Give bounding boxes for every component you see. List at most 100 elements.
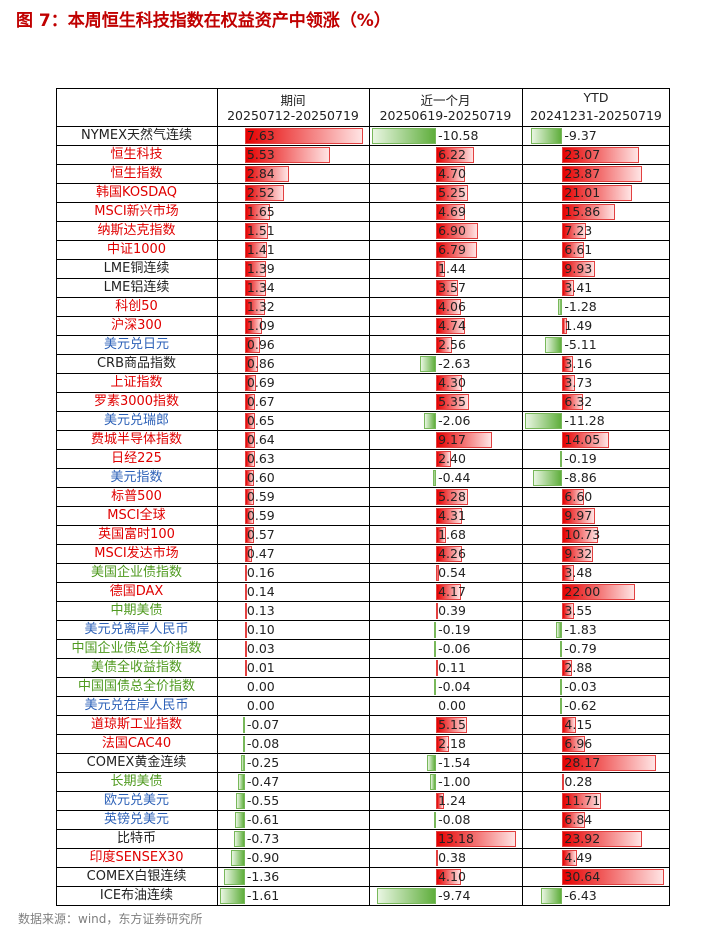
value-bar [244,204,271,220]
cell-value: 0.59 [246,489,275,504]
row-name: 英镑兑美元 [103,812,169,827]
cell-value: 2.18 [438,736,466,751]
cell-value: 1.65 [246,204,275,219]
value-bar [562,736,586,752]
value-bar [436,299,461,315]
row-divider [56,658,670,659]
row-divider [56,373,670,374]
row-divider [56,240,670,241]
value-bar [244,660,247,676]
row-divider [56,810,670,811]
value-bar [436,489,469,505]
row-divider [56,316,670,317]
value-bar [244,527,254,543]
cell-value: 6.32 [564,394,593,409]
row-divider [56,829,670,830]
row-name: MSCI发达市场 [94,546,179,561]
row-divider [56,886,670,887]
value-bar [541,888,563,904]
row-name: 德国DAX [109,584,164,599]
row-divider [56,753,670,754]
value-bar [562,147,639,163]
cell-value: 3.16 [564,356,593,371]
cell-value: -0.08 [246,736,280,751]
value-bar [244,128,363,144]
cell-value: 7.23 [564,223,593,238]
cell-value: 0.38 [438,850,466,865]
cell-value: 0.47 [246,546,275,561]
row-divider [56,297,670,298]
cell-value: 3.73 [564,375,593,390]
value-bar [562,508,596,524]
cell-value: 21.01 [564,185,601,200]
row-name: 费城半导体指数 [90,432,182,447]
value-bar [244,242,267,258]
value-bar [562,774,565,790]
cell-value: 14.05 [564,432,601,447]
row-divider [56,715,670,716]
cell-value: 1.24 [438,793,466,808]
value-bar [436,318,465,334]
cell-value: 1.51 [246,223,275,238]
cell-value: 22.00 [564,584,601,599]
cell-value: 4.06 [438,299,466,314]
cell-value: 23.87 [564,166,601,181]
value-bar [244,584,248,600]
cell-value: 3.55 [564,603,593,618]
value-bar [436,527,447,543]
cell-value: 4.49 [564,850,593,865]
cell-value: 0.13 [246,603,275,618]
row-divider [56,449,670,450]
value-bar [559,641,563,657]
value-bar [436,337,452,353]
row-divider [56,145,670,146]
row-divider [56,126,670,127]
cell-value: -0.06 [438,641,471,656]
value-bar [237,774,245,790]
value-bar [423,413,437,429]
cell-value: 28.17 [564,755,601,770]
cell-value: 6.61 [564,242,593,257]
value-bar [434,812,437,828]
value-bar [436,166,465,182]
value-bar [436,204,465,220]
cell-value: -1.00 [438,774,471,789]
value-bar [562,280,574,296]
row-name: 韩国KOSDAQ [96,185,177,200]
cell-value: 4.26 [438,546,466,561]
value-bar [562,603,575,619]
row-divider [56,620,670,621]
row-divider [56,335,670,336]
row-name: 科创50 [115,299,158,314]
row-name: 美元兑离岸人民币 [84,622,189,637]
value-bar [531,128,563,144]
cell-value: -10.58 [438,128,479,143]
cell-value: 0.69 [246,375,275,390]
row-name: COMEX黄金连续 [86,755,187,770]
value-bar [377,888,437,904]
column-header-range: 20250712-20250719 [227,108,359,123]
value-bar [434,641,437,657]
cell-value: -0.44 [438,470,471,485]
cell-value: 0.00 [246,698,275,713]
row-name: 日经225 [111,451,162,466]
value-bar [436,261,445,277]
cell-value: -8.86 [564,470,597,485]
value-bar [434,679,437,695]
cell-value: 0.01 [246,660,275,675]
value-bar [236,793,245,809]
value-bar [562,755,656,771]
value-bar [244,603,247,619]
cell-value: 5.15 [438,717,466,732]
cell-value: 5.25 [438,185,466,200]
value-bar [560,451,563,467]
source-note: 数据来源：wind，东方证券研究所 [18,912,203,926]
cell-value: 5.53 [246,147,275,162]
column-header-label: YTD [583,90,609,105]
row-divider [56,202,670,203]
row-name: 美元兑日元 [103,337,169,352]
cell-value: -0.61 [246,812,280,827]
cell-value: 0.00 [438,698,466,713]
cell-value: 0.11 [438,660,466,675]
row-divider [56,164,670,165]
